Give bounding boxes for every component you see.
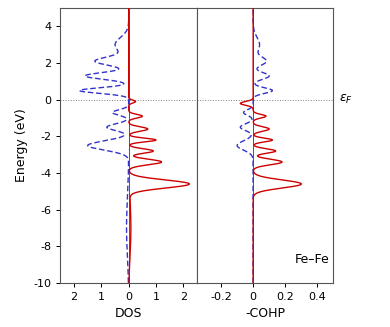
Text: $\varepsilon_F$: $\varepsilon_F$ (339, 93, 353, 106)
X-axis label: -COHP: -COHP (245, 307, 285, 320)
Y-axis label: Energy (eV): Energy (eV) (15, 109, 28, 182)
Text: Fe–Fe: Fe–Fe (294, 253, 329, 267)
X-axis label: DOS: DOS (115, 307, 142, 320)
